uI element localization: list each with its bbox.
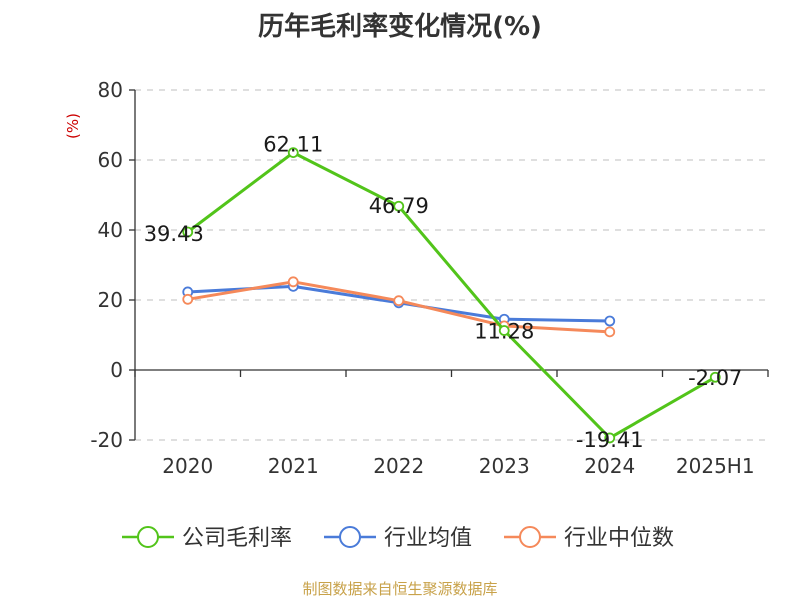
y-axis-ticks: -20 0 20 40 60 80 [90, 78, 135, 452]
y-tick-label: 0 [110, 358, 123, 382]
data-label: 46.79 [369, 194, 429, 218]
legend-entry[interactable]: 行业中位数 [564, 526, 674, 551]
legend-entry[interactable]: 行业均值 [384, 526, 472, 551]
data-point [182, 226, 194, 238]
data-point [604, 326, 616, 338]
x-tick-label: 2021 [268, 454, 319, 478]
data-label: 39.43 [144, 222, 204, 246]
legend-swatch-marker [339, 526, 361, 548]
axes [134, 90, 768, 440]
source-note: 制图数据来自恒生聚源数据库 [302, 580, 498, 598]
legend-swatch-marker [519, 526, 541, 548]
y-tick-label: 80 [98, 78, 123, 102]
legend-entry[interactable]: 公司毛利率 [182, 526, 292, 551]
x-tick-label: 2024 [584, 454, 635, 478]
data-point [604, 432, 616, 444]
data-label: 62.11 [263, 133, 323, 157]
x-tick-label: 2023 [479, 454, 530, 478]
data-label: 11.28 [474, 320, 534, 344]
legend: 公司毛利率 行业均值 行业中位数 [122, 526, 674, 551]
x-tick-label: 2022 [373, 454, 424, 478]
series-line [186, 151, 716, 440]
data-point [182, 293, 194, 305]
data-labels: 39.43 62.11 46.79 11.28 -19.41 -2.07 [144, 133, 743, 452]
data-point [393, 200, 405, 212]
y-axis-unit-label: (%) [64, 113, 82, 139]
data-point [604, 315, 616, 327]
y-tick-label: 60 [98, 148, 123, 172]
gridlines [135, 89, 768, 441]
x-axis-ticks: 2020 2021 2022 2023 2024 2025H1 [134, 370, 769, 478]
data-point [287, 276, 299, 288]
data-point [393, 295, 405, 307]
data-point [709, 371, 721, 383]
x-tick-label: 2025H1 [676, 454, 755, 478]
data-label: -19.41 [576, 428, 644, 452]
series-lines [182, 147, 721, 444]
y-tick-label: -20 [90, 428, 123, 452]
x-tick-label: 2020 [162, 454, 213, 478]
legend-swatch-marker [137, 526, 159, 548]
chart-title: 历年毛利率变化情况(%) [258, 12, 542, 42]
y-tick-label: 20 [98, 288, 123, 312]
data-point [498, 325, 510, 336]
data-label: -2.07 [688, 366, 742, 390]
y-tick-label: 40 [98, 218, 123, 242]
data-point [287, 147, 299, 159]
